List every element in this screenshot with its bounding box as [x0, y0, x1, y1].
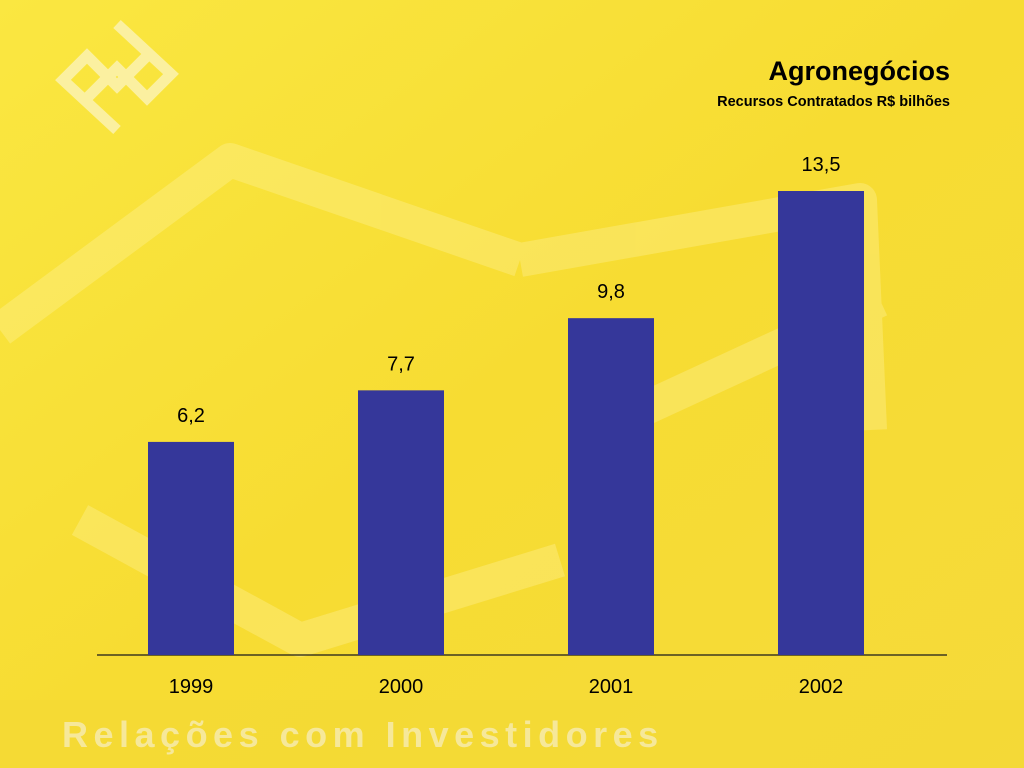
x-tick-2001: 2001: [589, 676, 634, 698]
chart-subtitle: Recursos Contratados R$ bilhões: [717, 94, 950, 110]
bar-1999: [148, 441, 234, 655]
data-label-2002: 13,5: [802, 154, 841, 176]
bar-2000: [358, 390, 444, 655]
bank-logo-icon: [55, 19, 179, 135]
footer-text: Relações com Investidores: [62, 714, 664, 755]
x-tick-1999: 1999: [169, 676, 214, 698]
x-tick-2002: 2002: [799, 676, 844, 698]
data-label-2000: 7,7: [387, 353, 415, 375]
chart-title: Agronegócios: [768, 56, 950, 86]
data-label-1999: 6,2: [177, 405, 205, 427]
data-label-2001: 9,8: [597, 281, 625, 303]
x-tick-2000: 2000: [379, 676, 424, 698]
bar-2002: [778, 191, 864, 655]
bar-2001: [568, 318, 654, 655]
